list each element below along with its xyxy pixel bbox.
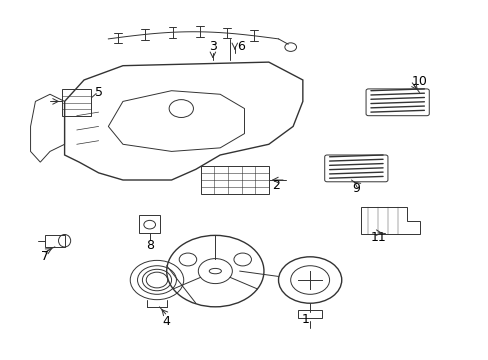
Text: 4: 4 — [163, 315, 170, 328]
Text: 3: 3 — [208, 40, 216, 53]
Text: 8: 8 — [145, 239, 153, 252]
Text: 9: 9 — [352, 183, 360, 195]
Text: 2: 2 — [272, 179, 280, 192]
Text: 1: 1 — [301, 313, 308, 326]
Text: 5: 5 — [95, 86, 102, 99]
Text: 6: 6 — [237, 40, 244, 53]
Text: 11: 11 — [369, 231, 386, 244]
Text: 7: 7 — [41, 250, 49, 263]
Text: 10: 10 — [411, 75, 427, 88]
